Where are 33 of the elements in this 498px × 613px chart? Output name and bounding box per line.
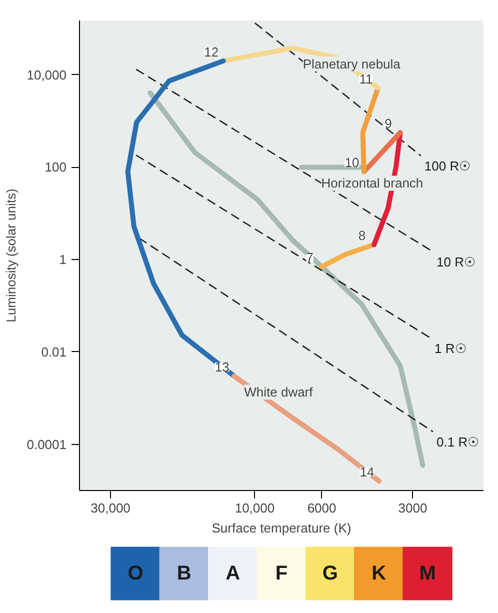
x-tick-label: 10,000 [234,500,275,516]
y-tick-label: 10,000 [26,67,67,82]
annotation: 8 [358,228,366,244]
category-label: A [226,562,240,584]
category-label: M [419,562,436,584]
category-label: O [128,562,144,584]
category-label: G [322,562,338,584]
series-label: 1 R☉ [434,341,467,356]
annotation: 9 [384,116,392,132]
x-tick-label: 6000 [307,500,336,516]
series-label: 0.1 R☉ [436,434,480,450]
y-tick-label: 1 [59,252,67,268]
annotation: 14 [360,464,374,480]
annotation: 13 [214,360,230,375]
x-tick-label: 30,000 [90,500,130,516]
annotation: 7 [306,250,314,266]
category-label: K [372,562,387,584]
x-axis-title: Surface temperature (K) [212,520,352,536]
annotation: Horizontal branch [321,176,424,191]
annotation: Planetary nebula [302,56,402,72]
y-tick-label: 0.01 [41,344,67,360]
annotation: 12 [204,44,219,60]
x-tick-label: 3000 [398,500,428,516]
series-label: 100 R☉ [424,158,472,174]
y-tick-label: 100 [44,160,67,175]
y-tick-label: 0.0001 [26,436,67,452]
category-label: F [275,562,288,584]
y-axis-title: Luminosity (solar units) [4,188,19,322]
annotation: 11 [359,71,373,86]
series-label: 10 R☉ [436,254,476,270]
annotation: White dwarf [244,384,314,400]
annotation: 10 [344,155,360,170]
category-label: B [176,562,192,584]
